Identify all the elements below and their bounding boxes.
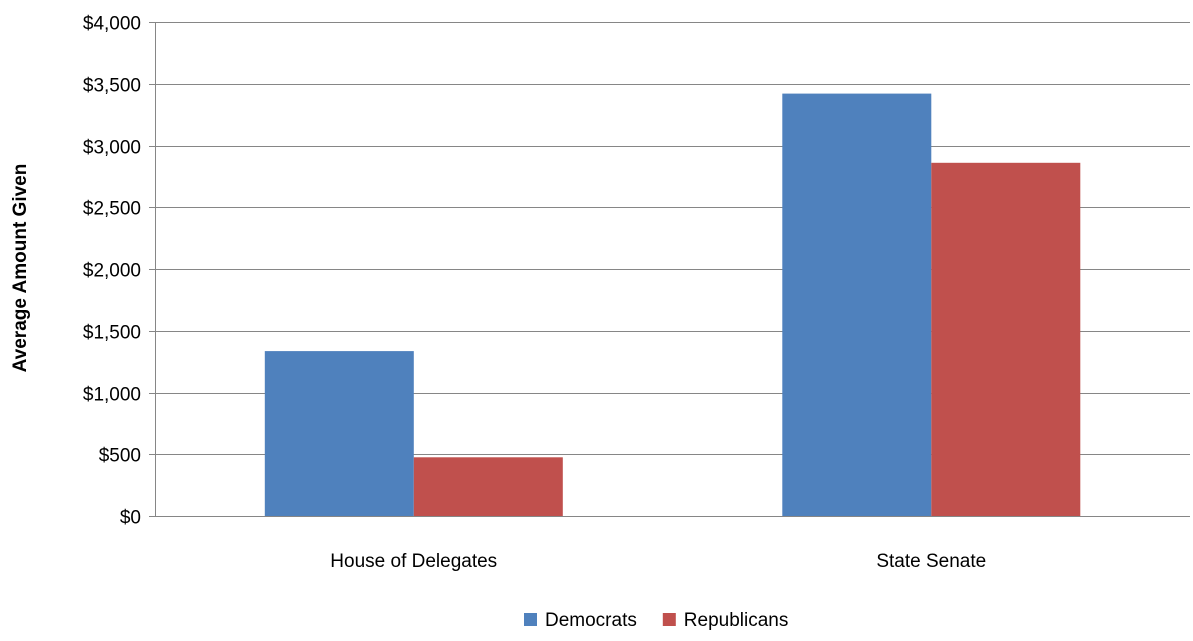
y-tick-label: $1,500	[83, 323, 141, 344]
y-tick-label: $2,500	[83, 199, 141, 220]
y-tick-label: $3,000	[83, 138, 141, 159]
legend: Democrats Republicans	[524, 610, 788, 631]
y-tick-label: $2,000	[83, 261, 141, 282]
bar-democrats-1	[782, 93, 932, 516]
legend-swatch-democrats	[524, 613, 537, 626]
y-axis-tick-labels: $0 $500 $1,000 $1,500 $2,000 $2,500 $3,000 $3,5…	[83, 14, 141, 529]
y-tick-label: $1,000	[83, 385, 141, 406]
y-tick-label: $3,500	[83, 76, 141, 97]
bar-republicans-1	[931, 162, 1081, 517]
y-tick-label: $500	[99, 446, 141, 467]
x-category-label: House of Delegates	[330, 551, 497, 572]
legend-label-republicans: Republicans	[684, 610, 789, 631]
bars	[264, 93, 1081, 517]
legend-label-democrats: Democrats	[545, 610, 637, 631]
bar-republicans-0	[413, 457, 563, 516]
bar-democrats-0	[264, 351, 414, 516]
y-tick-label: $4,000	[83, 14, 141, 35]
x-axis-category-labels: House of Delegates State Senate	[330, 551, 986, 572]
x-category-label: State Senate	[876, 551, 986, 572]
y-axis-title: Average Amount Given	[10, 164, 31, 373]
legend-swatch-republicans	[662, 613, 676, 626]
x-axis	[155, 22, 1190, 517]
y-tick-label: $0	[120, 508, 141, 529]
